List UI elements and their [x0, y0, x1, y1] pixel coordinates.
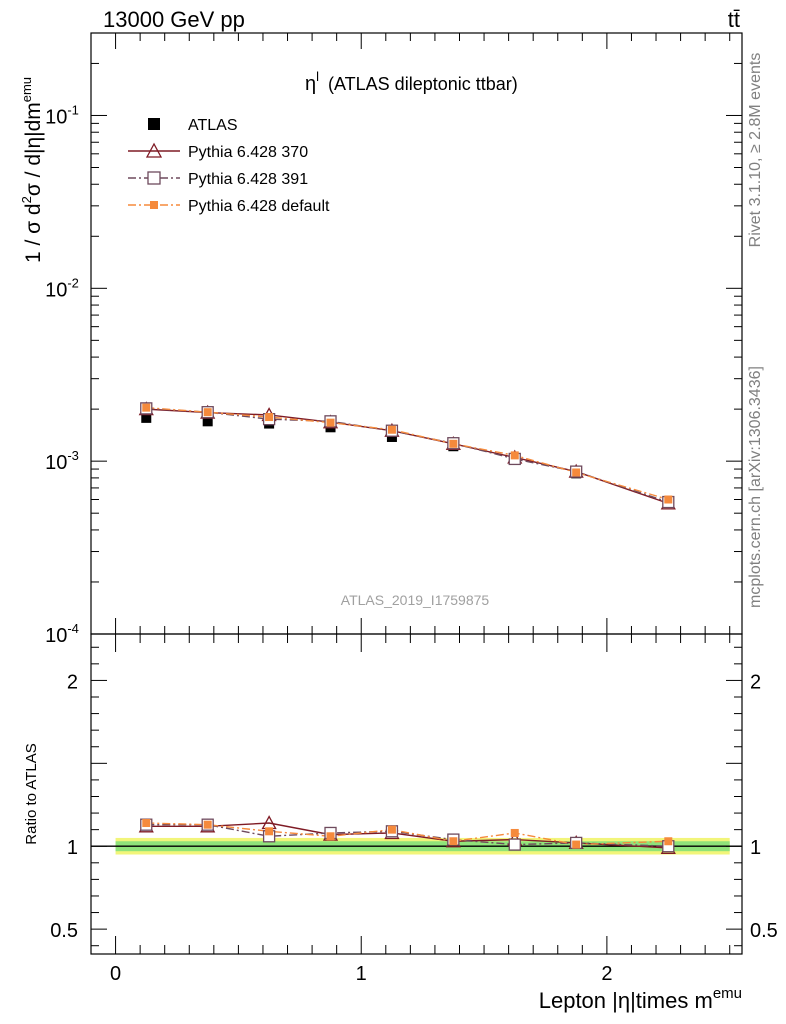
series-line-1 [146, 408, 669, 505]
ratio-point-2 [510, 828, 519, 837]
data-point-3 [449, 439, 458, 448]
data-point-3 [142, 403, 151, 412]
data-point-3 [265, 413, 274, 422]
rivet-version-label: Rivet 3.1.10, ≥ 2.8M events [747, 53, 764, 248]
main-y-tick-label: 10-4 [45, 621, 79, 647]
ratio-axis-labels: 0.5 0.5 1 1 2 2 0 1 2 Ratio to ATLAS [23, 671, 778, 985]
x-tick-label: 0 [110, 963, 121, 985]
main-series-group [138, 401, 676, 510]
legend-marker-3 [150, 201, 158, 209]
chart-title: (ATLAS dileptonic ttbar) [328, 74, 518, 94]
ratio-y-tick-label-right: 0.5 [750, 920, 778, 942]
ratio-point-2 [265, 827, 274, 836]
main-panel: 10-4 10-3 10-2 10-1 ηl (ATLAS dileptonic ttba… [19, 32, 743, 1013]
ratio-point-2 [203, 820, 212, 829]
x-tick-label: 2 [601, 963, 612, 985]
ratio-axis-ticks [91, 634, 742, 954]
ratio-point-2 [449, 837, 458, 846]
ratio-point-2 [664, 837, 673, 846]
ratio-y-tick-label: 2 [67, 671, 78, 693]
data-point-3 [387, 425, 396, 434]
data-point-3 [203, 408, 212, 417]
ratio-panel-frame [90, 633, 743, 955]
ratio-series-group [138, 815, 676, 855]
analysis-watermark: ATLAS_2019_I1759875 [341, 592, 490, 608]
legend-label-0: ATLAS [188, 117, 238, 134]
main-y-tick-label: 10-1 [45, 102, 79, 128]
ratio-y-axis-label: Ratio to ATLAS [23, 743, 40, 844]
ratio-panel: 0.5 0.5 1 1 2 2 0 1 2 Ratio to ATLAS [23, 633, 778, 985]
x-tick-label: 1 [356, 963, 367, 985]
ratio-y-tick-label-right: 1 [750, 837, 761, 859]
legend-label-2: Pythia 6.428 391 [188, 171, 308, 188]
legend-label-1: Pythia 6.428 370 [188, 144, 308, 161]
data-point-3 [664, 495, 673, 504]
main-y-tick-label: 10-3 [45, 448, 79, 474]
data-point-3 [326, 418, 335, 427]
data-point-0 [386, 431, 397, 442]
main-y-tick-label: 10-2 [45, 275, 79, 301]
ratio-point-2 [326, 832, 335, 841]
data-point-3 [572, 468, 581, 477]
data-point-3 [510, 451, 519, 460]
ratio-point-2 [142, 819, 151, 828]
ratio-y-tick-label-right: 2 [750, 671, 761, 693]
legend: ATLAS Pythia 6.428 370 Pythia 6.428 391 Pyt… [128, 117, 330, 215]
data-point-0 [141, 412, 152, 423]
legend-marker-0 [148, 118, 160, 130]
mcplots-label: mcplots.cern.ch [arXiv:1306.3436] [747, 366, 764, 608]
legend-marker-1 [145, 142, 163, 158]
series-line-2 [146, 407, 669, 503]
series-line-3 [146, 406, 669, 501]
header-collision-energy: 13000 GeV pp [103, 7, 245, 32]
ratio-point-1 [508, 838, 521, 851]
ratio-point-2 [572, 840, 581, 849]
x-axis-label: Lepton |η|times memu [539, 985, 742, 1013]
main-axis-labels: 10-4 10-3 10-2 10-1 ηl (ATLAS dileptonic ttba… [19, 69, 742, 1013]
chart-title-symbol: ηl [305, 69, 319, 95]
ratio-point-2 [387, 825, 396, 834]
ratio-y-tick-label: 0.5 [50, 920, 78, 942]
data-point-0 [202, 416, 213, 427]
legend-marker-2 [147, 171, 161, 185]
ratio-y-tick-label: 1 [67, 837, 78, 859]
main-y-axis-label: 1 / σ d2σ / d|η|dmemu [19, 77, 45, 263]
header-process: tt̄ [728, 7, 740, 32]
legend-label-3: Pythia 6.428 default [188, 198, 330, 215]
main-axis-ticks [91, 33, 742, 635]
